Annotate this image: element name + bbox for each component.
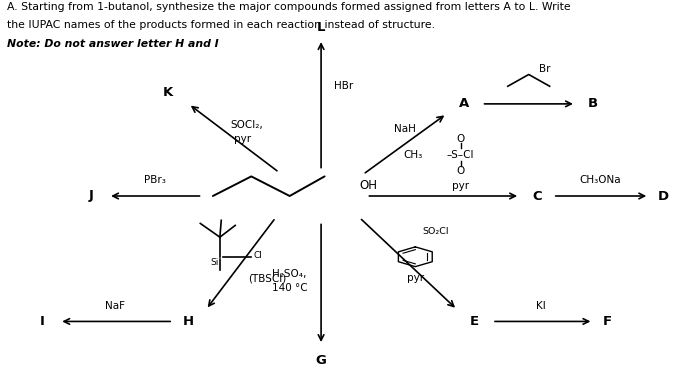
Text: CH₃: CH₃: [403, 150, 422, 160]
Text: D: D: [658, 189, 669, 203]
Text: B: B: [588, 97, 598, 111]
Text: H₂SO₄,: H₂SO₄,: [272, 269, 306, 279]
Text: G: G: [315, 354, 327, 367]
Text: pyr: pyr: [452, 181, 469, 191]
Text: I: I: [40, 315, 44, 328]
Text: H: H: [183, 315, 194, 328]
Text: SOCl₂,: SOCl₂,: [230, 120, 263, 131]
Text: PBr₃: PBr₃: [144, 175, 166, 185]
Text: (TBSCI): (TBSCI): [248, 273, 286, 283]
Text: pyr: pyr: [407, 273, 424, 283]
Text: pyr: pyr: [234, 134, 251, 144]
Text: Cl: Cl: [253, 251, 262, 260]
Text: K: K: [163, 85, 172, 99]
Text: C: C: [533, 189, 542, 203]
Text: J: J: [89, 189, 93, 203]
Text: A: A: [459, 97, 469, 111]
Text: the IUPAC names of the products formed in each reaction instead of structure.: the IUPAC names of the products formed i…: [7, 20, 435, 31]
Text: L: L: [317, 21, 325, 34]
Text: CH₃ONa: CH₃ONa: [579, 175, 621, 185]
Text: Note: Do not answer letter H and I: Note: Do not answer letter H and I: [7, 39, 218, 49]
Text: NaH: NaH: [394, 124, 416, 134]
Text: SO₂Cl: SO₂Cl: [422, 227, 449, 236]
Text: NaF: NaF: [105, 301, 125, 311]
Text: 140 °C: 140 °C: [272, 283, 308, 293]
Text: –S–Cl: –S–Cl: [447, 150, 475, 160]
Text: E: E: [470, 315, 480, 328]
Text: HBr: HBr: [334, 81, 353, 91]
Text: O: O: [456, 165, 465, 176]
Text: OH: OH: [359, 178, 378, 192]
Text: O: O: [456, 134, 465, 144]
Text: Si: Si: [210, 258, 218, 267]
Text: Br: Br: [540, 64, 551, 74]
Text: F: F: [602, 315, 612, 328]
Text: A. Starting from 1-butanol, synthesize the major compounds formed assigned from : A. Starting from 1-butanol, synthesize t…: [7, 2, 570, 12]
Text: KI: KI: [536, 301, 546, 311]
